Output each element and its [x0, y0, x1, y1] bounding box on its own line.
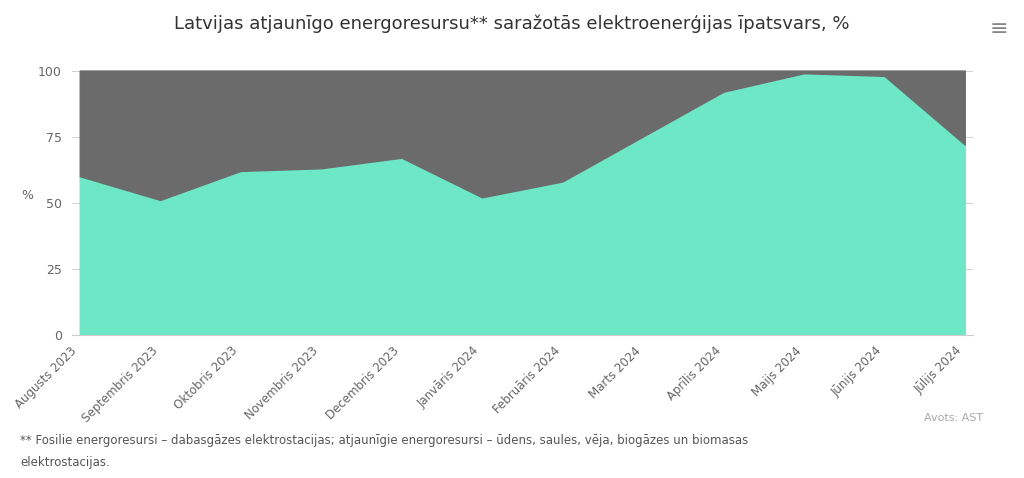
Text: Avots: AST: Avots: AST	[924, 413, 983, 423]
Y-axis label: %: %	[20, 189, 33, 203]
Text: elektrostacijas.: elektrostacijas.	[20, 456, 111, 469]
Text: Latvijas atjaunīgo energoresursu** saražotās elektroenerģijas īpatsvars, %: Latvijas atjaunīgo energoresursu** saraž…	[174, 14, 850, 33]
Text: ** Fosilie energoresursi – dabasgāzes elektrostacijas; atjaunīgie energoresursi : ** Fosilie energoresursi – dabasgāzes el…	[20, 434, 749, 447]
Text: ≡: ≡	[990, 19, 1009, 39]
